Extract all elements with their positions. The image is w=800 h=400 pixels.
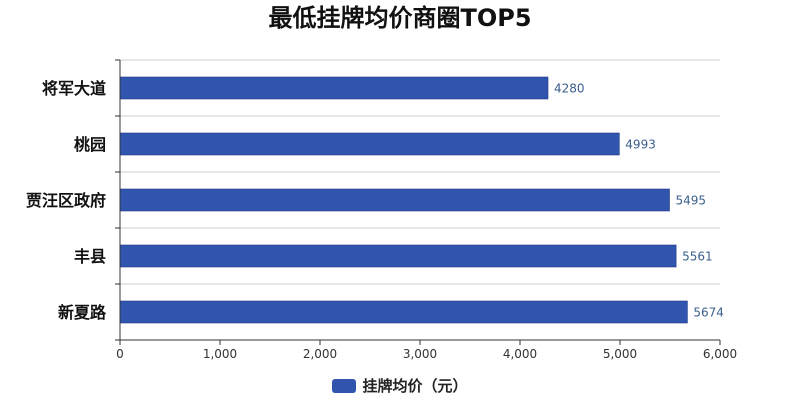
chart-title: 最低挂牌均价商圈TOP5 [268,4,532,32]
legend-swatch [332,378,357,393]
value-label: 5495 [676,194,707,208]
category-label: 贾汪区政府 [26,191,106,210]
category-label: 新夏路 [58,303,107,322]
legend-label: 挂牌均价（元） [362,377,468,395]
value-label: 4993 [625,138,656,152]
bar-1 [119,76,549,100]
value-label: 5674 [693,306,724,320]
bar-4 [119,244,677,268]
x-tick-label: 1,000 [203,347,237,361]
category-label: 丰县 [74,247,106,266]
value-label: 4280 [554,82,585,96]
x-tick-label: 4,000 [503,347,537,361]
x-tick-label: 5,000 [603,347,637,361]
bar-3 [119,188,670,212]
x-tick-label: 3,000 [403,347,437,361]
category-label: 将军大道 [42,79,106,98]
bar-5 [119,300,688,324]
category-label: 桃园 [74,135,106,154]
value-label: 5561 [682,250,713,264]
x-tick-label: 6,000 [703,347,737,361]
bar-2 [119,132,620,156]
legend[interactable]: 挂牌均价（元） [0,375,800,396]
x-tick-label: 2,000 [303,347,337,361]
x-tick-label: 0 [116,347,124,361]
